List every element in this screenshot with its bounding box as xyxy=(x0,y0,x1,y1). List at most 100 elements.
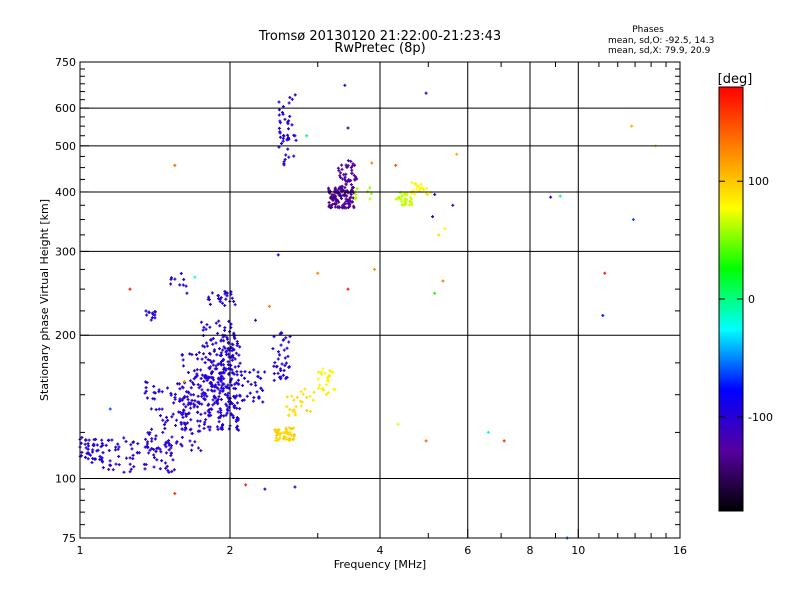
data-point xyxy=(287,119,291,123)
data-point xyxy=(226,337,230,341)
data-point xyxy=(93,457,97,461)
data-point xyxy=(203,361,207,365)
data-point xyxy=(281,105,285,109)
data-point xyxy=(230,342,234,346)
data-point xyxy=(107,467,111,471)
data-point xyxy=(284,377,288,381)
data-point xyxy=(281,338,285,342)
data-point xyxy=(202,379,206,383)
data-point xyxy=(226,352,230,356)
data-point xyxy=(208,381,212,385)
data-point xyxy=(316,271,320,275)
data-point xyxy=(293,134,297,138)
data-point xyxy=(225,294,229,298)
data-point xyxy=(131,457,135,461)
x-tick-label: 6 xyxy=(464,544,471,557)
data-point xyxy=(226,360,230,364)
data-point xyxy=(132,465,136,469)
data-point xyxy=(419,182,423,186)
data-point xyxy=(278,436,282,440)
data-point xyxy=(285,395,289,399)
data-point xyxy=(166,418,170,422)
data-point xyxy=(277,113,281,117)
data-point xyxy=(209,413,213,417)
data-point xyxy=(199,449,203,453)
data-point xyxy=(214,399,218,403)
data-point xyxy=(211,403,215,407)
data-point xyxy=(106,438,110,442)
data-point xyxy=(154,434,158,438)
data-point xyxy=(172,468,176,472)
data-point xyxy=(197,446,201,450)
data-point xyxy=(205,341,209,345)
data-point xyxy=(160,407,164,411)
data-point xyxy=(403,198,407,202)
data-point xyxy=(230,349,234,353)
data-point xyxy=(122,470,126,474)
data-point xyxy=(290,394,294,398)
data-point xyxy=(145,442,149,446)
data-point xyxy=(218,324,222,328)
data-point xyxy=(327,201,331,205)
colorbar-tick-label: 100 xyxy=(748,175,769,188)
data-point xyxy=(219,374,223,378)
x-tick-label: 10 xyxy=(571,544,585,557)
data-point xyxy=(195,368,199,372)
x-axis-label: Frequency [MHz] xyxy=(334,558,426,571)
data-point xyxy=(233,382,237,386)
data-point xyxy=(284,361,288,365)
data-point xyxy=(272,372,276,376)
data-point xyxy=(351,196,355,200)
data-point xyxy=(148,431,152,435)
data-point xyxy=(339,185,343,189)
data-point xyxy=(150,446,154,450)
data-point xyxy=(346,287,350,291)
data-point xyxy=(278,375,282,379)
data-point xyxy=(242,398,246,402)
data-point xyxy=(144,309,148,313)
data-point xyxy=(431,215,435,219)
data-point xyxy=(271,347,275,351)
data-point xyxy=(222,339,226,343)
data-point xyxy=(601,314,605,318)
data-point xyxy=(154,408,158,412)
data-point xyxy=(223,392,227,396)
data-point xyxy=(214,383,218,387)
data-point xyxy=(347,178,351,182)
data-point xyxy=(131,453,135,457)
data-point xyxy=(239,370,243,374)
data-point xyxy=(174,423,178,427)
data-point xyxy=(215,353,219,357)
data-point xyxy=(96,448,100,452)
data-point xyxy=(222,377,226,381)
data-point xyxy=(188,439,192,443)
data-point xyxy=(346,180,350,184)
data-point xyxy=(245,394,249,398)
data-point xyxy=(86,447,90,451)
data-point xyxy=(340,163,344,167)
x-tick-label: 4 xyxy=(377,544,384,557)
data-point xyxy=(132,440,136,444)
data-point xyxy=(223,290,227,294)
data-point xyxy=(147,432,151,436)
data-point xyxy=(108,407,112,411)
data-point xyxy=(221,424,225,428)
data-point xyxy=(136,442,140,446)
data-point xyxy=(205,323,209,327)
data-point xyxy=(272,364,276,368)
data-point xyxy=(200,373,204,377)
data-point xyxy=(341,203,345,207)
data-point xyxy=(248,370,252,374)
data-point xyxy=(276,438,280,442)
chart-title: Tromsø 20130120 21:22:00-21:23:43 xyxy=(258,29,501,44)
data-point xyxy=(189,418,193,422)
data-point xyxy=(426,193,430,197)
data-point xyxy=(171,458,175,462)
data-point xyxy=(283,356,287,360)
data-point xyxy=(231,347,235,351)
data-point xyxy=(164,420,168,424)
data-point xyxy=(293,411,297,415)
data-point xyxy=(185,395,189,399)
data-point xyxy=(211,336,215,340)
data-point xyxy=(277,350,281,354)
